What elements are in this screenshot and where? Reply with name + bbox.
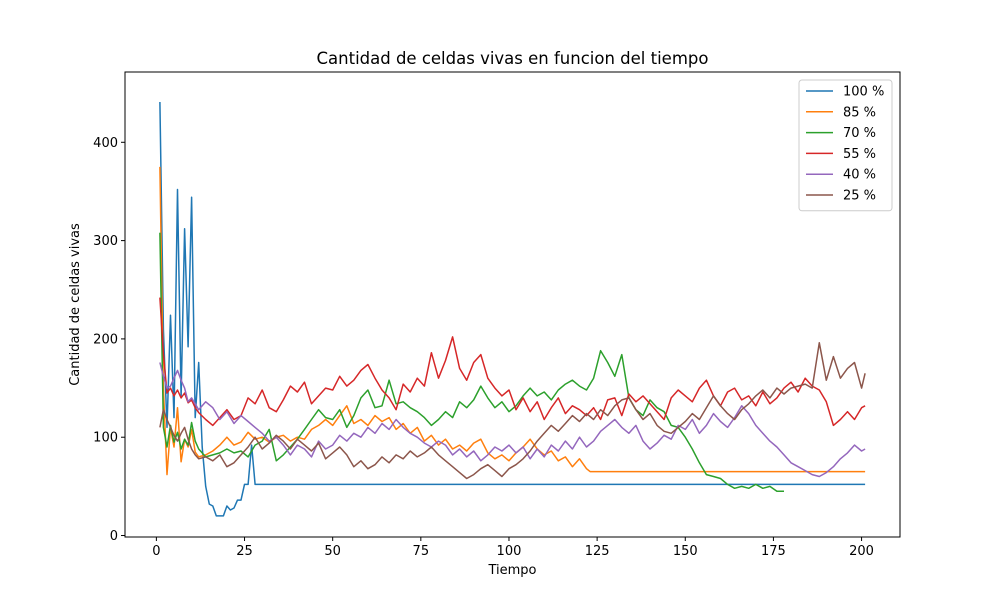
series-line-0 [159,101,866,517]
legend: 100 % 85 % 70 % 55 % 40 % 25 % [798,79,893,212]
series-line-3 [159,297,866,427]
plot-area [159,101,866,517]
x-tick-label: 175 [761,544,786,559]
y-tick-label: 300 [93,234,118,249]
y-tick-label: 100 [93,431,118,446]
x-tick-label: 75 [413,544,430,559]
y-axis: 0 100 200 300 400 [93,136,125,544]
x-tick-label: 50 [324,544,341,559]
x-tick-label: 125 [585,544,610,559]
series-line-5 [159,342,866,480]
chart-title: Cantidad de celdas vivas en funcion del … [317,49,709,68]
x-tick-label: 200 [849,544,874,559]
legend-label: 85 % [843,105,876,120]
legend-label: 25 % [843,189,876,204]
y-tick-label: 400 [93,136,118,151]
y-tick-label: 0 [110,529,118,544]
legend-box [798,79,893,212]
x-tick-label: 150 [673,544,698,559]
x-axis: 0 25 50 75 100 125 150 175 200 [152,537,874,559]
x-axis-label: Tiempo [487,563,536,578]
legend-label: 40 % [843,168,876,183]
legend-label: 70 % [843,126,876,141]
y-axis-label: Cantidad de celdas vivas [68,223,83,386]
legend-label: 100 % [843,85,884,100]
y-tick-label: 200 [93,332,118,347]
axes-frame [124,71,901,538]
series-line-2 [159,232,784,493]
x-tick-label: 0 [152,544,160,559]
legend-label: 55 % [843,147,876,162]
x-tick-label: 100 [497,544,522,559]
x-tick-label: 25 [236,544,253,559]
